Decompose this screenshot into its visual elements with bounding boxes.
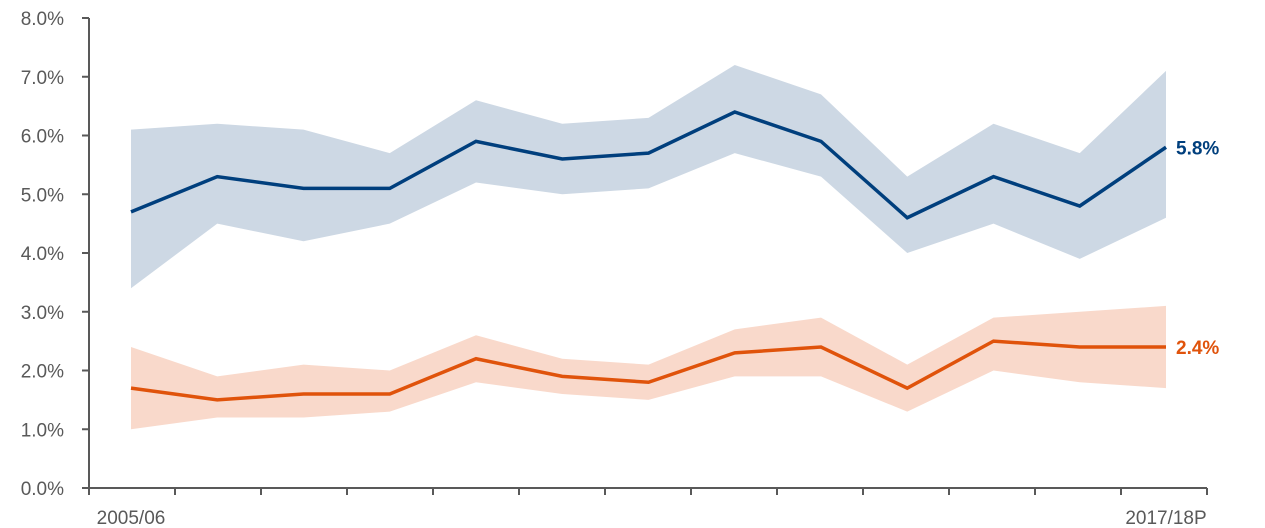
x-tick-label-last: 2017/18P — [1125, 508, 1206, 528]
series-1-band — [131, 65, 1166, 289]
series-1-line — [130, 110, 1167, 220]
y-tick-label: 1.0% — [21, 420, 64, 441]
y-tick-label: 2.0% — [21, 362, 64, 383]
y-tick-label: 0.0% — [21, 479, 64, 500]
confidence-bands — [131, 65, 1166, 430]
x-tick-label-first: 2005/06 — [97, 508, 166, 528]
series-2-end-label: 2.4% — [1176, 338, 1219, 359]
series-2-line — [130, 339, 1166, 402]
chart-axes: 0.0% 1.0% 2.0% 3.0% 4.0% 5.0% 6.0% 7.0% 8.0% 2005… — [21, 9, 1208, 528]
y-tick-label: 6.0% — [21, 127, 64, 148]
series-lines — [130, 110, 1167, 402]
y-tick-label: 5.0% — [21, 185, 64, 206]
series-1-end-label: 5.8% — [1176, 138, 1219, 159]
y-tick-label: 4.0% — [21, 244, 64, 265]
chart-labels: 5.8% 2.4% — [1176, 138, 1219, 359]
y-tick-label: 7.0% — [21, 68, 64, 89]
y-tick-label: 8.0% — [21, 9, 64, 30]
y-tick-label: 3.0% — [21, 303, 64, 324]
series-2-band — [131, 305, 1166, 430]
